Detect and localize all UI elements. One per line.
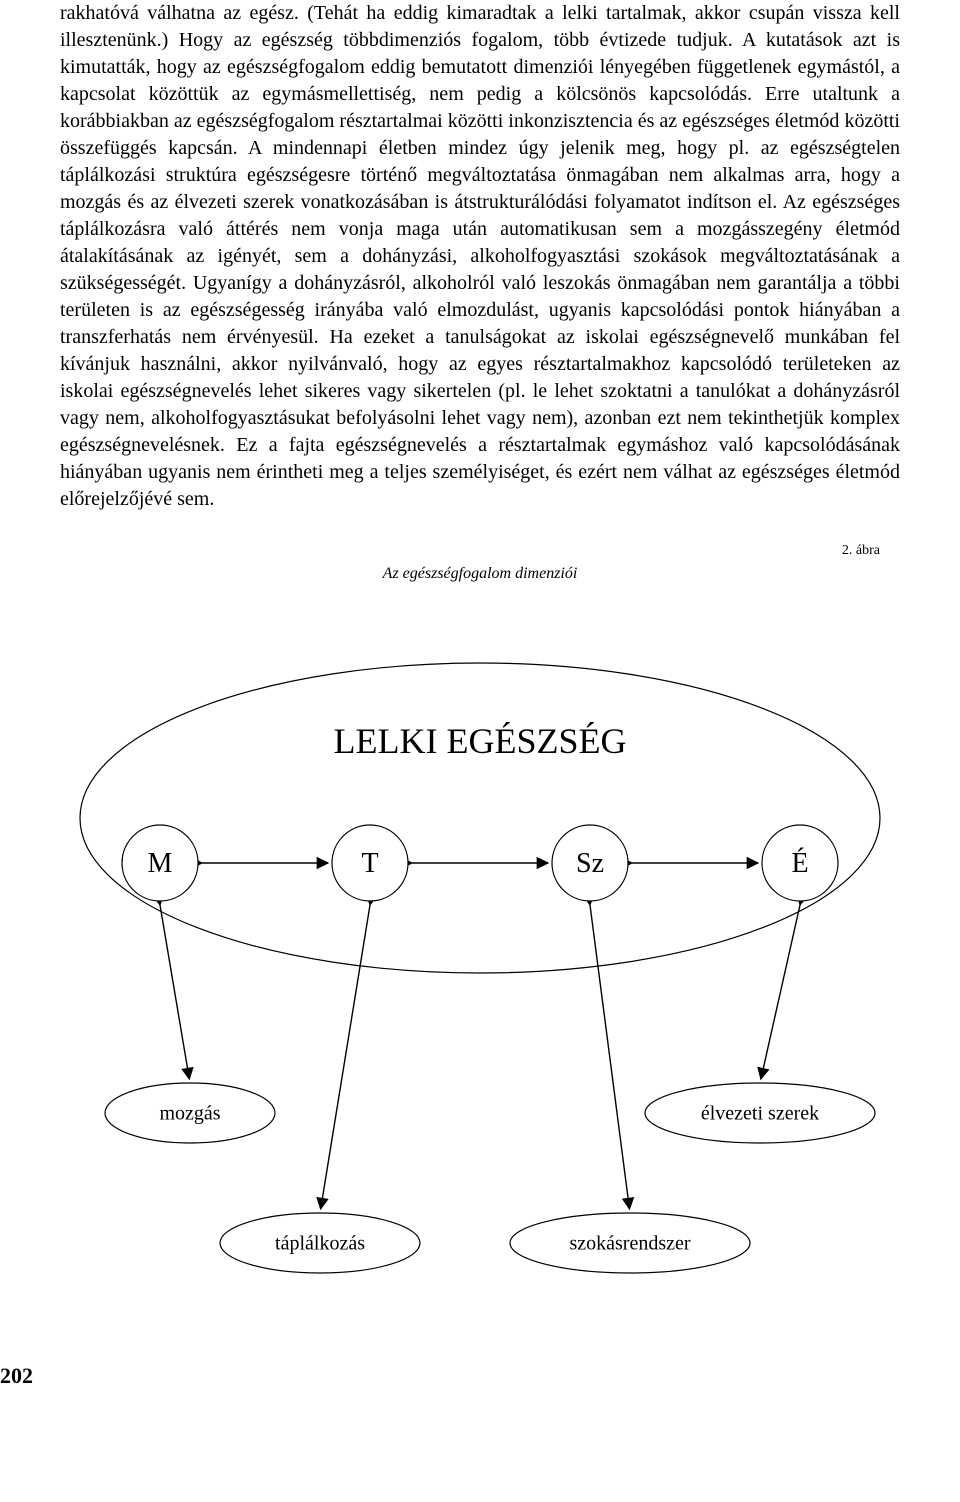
svg-text:Sz: Sz [576, 848, 604, 879]
figure-caption: Az egészségfogalom dimenziói [60, 565, 900, 583]
svg-text:táplálkozás: táplálkozás [275, 1233, 365, 1255]
figure-number-label: 2. ábra [60, 543, 900, 559]
svg-text:élvezeti szerek: élvezeti szerek [701, 1103, 819, 1125]
svg-text:T: T [361, 848, 378, 879]
figure-container: 2. ábra Az egészségfogalom dimenziói LEL… [60, 543, 900, 1303]
svg-text:LELKI EGÉSZSÉG: LELKI EGÉSZSÉG [334, 721, 627, 761]
diagram-svg: LELKI EGÉSZSÉG M T Sz Émozgás élvezeti szerek… [60, 603, 900, 1303]
svg-text:szokásrendszer: szokásrendszer [569, 1233, 690, 1255]
page-number: 202 [0, 1363, 33, 1389]
svg-text:É: É [791, 848, 808, 879]
svg-text:mozgás: mozgás [159, 1103, 220, 1125]
svg-text:M: M [148, 848, 173, 879]
body-paragraph: rakhatóvá válhatna az egész. (Tehát ha e… [60, 0, 900, 513]
